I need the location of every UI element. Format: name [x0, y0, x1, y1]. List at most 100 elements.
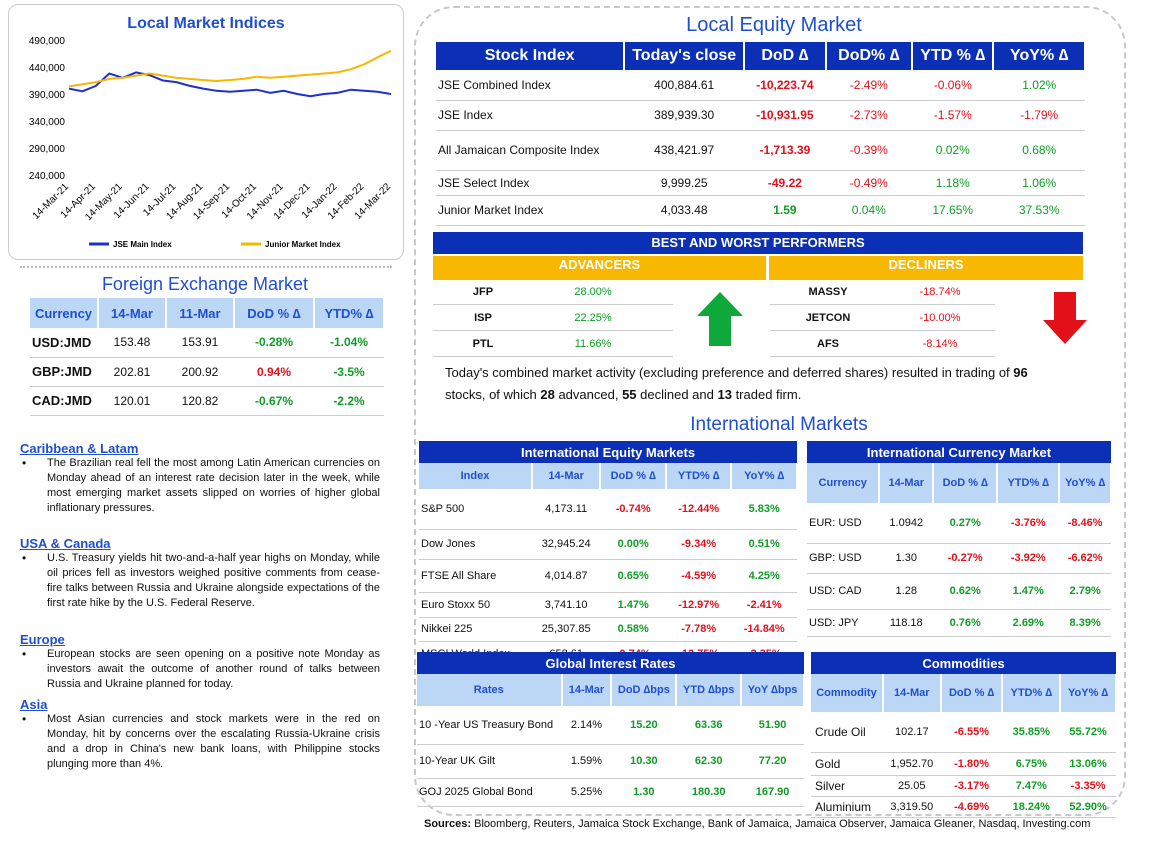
equity-change: -1.79%: [993, 100, 1085, 131]
table-cell: Nikkei 225: [419, 617, 532, 642]
table-cell: -3.35%: [1060, 775, 1116, 797]
table-cell: 1.28: [879, 573, 934, 610]
table-cell: 1.0942: [879, 503, 934, 544]
table-cell: 0.62%: [933, 573, 998, 610]
table-header: DoD ∆bps: [611, 674, 678, 706]
news-heading[interactable]: Europe: [20, 632, 65, 647]
table-cell: 13.06%: [1060, 752, 1116, 776]
table-cell: 1.30: [611, 778, 677, 807]
news-heading[interactable]: Caribbean & Latam: [20, 441, 139, 456]
table-row: Aluminium 3,319.50 -4.69% 18.24% 52.90%: [811, 796, 1116, 818]
advancer-symbol: ISP: [474, 312, 492, 324]
y-tick-label: 240,000: [29, 171, 66, 182]
news-paragraph: U.S. Treasury yields hit two-and-a-half …: [20, 551, 380, 611]
fx-header: DoD % ∆: [234, 298, 315, 328]
intl-currency-table: International Currency Market Currency 14-…: [807, 441, 1112, 637]
news-heading[interactable]: Asia: [20, 697, 48, 712]
commodities-table: Commodities Commodity 14-Mar DoD % ∆ YTD% ∆ Y…: [811, 652, 1117, 818]
table-cell: Dow Jones: [419, 529, 532, 560]
equity-close: 4,033.48: [624, 195, 745, 226]
equity-header: DoD ∆: [744, 42, 827, 70]
news-item: AsiaMost Asian currencies and stock mark…: [20, 697, 380, 772]
table-cell: USD: CAD: [807, 573, 880, 610]
equity-change: -10,931.95: [744, 100, 826, 131]
decliner-symbol: MASSY: [808, 286, 848, 298]
table-cell: -0.74%: [600, 489, 666, 530]
news-paragraph: The Brazilian real fell the most among L…: [20, 456, 380, 516]
fx-ytd: -3.5%: [314, 357, 384, 387]
equity-change: -49.22: [744, 170, 826, 196]
equity-change: 0.68%: [993, 130, 1085, 171]
interest-rates-table: Global Interest Rates Rates 14-Mar DoD ∆bps…: [417, 652, 805, 807]
y-tick-label: 390,000: [29, 90, 66, 101]
equity-header: Today's close: [624, 42, 746, 70]
table-header: YTD% ∆: [1002, 674, 1062, 712]
table-row: Nikkei 225 25,307.85 0.58% -7.78% -14.84%: [419, 617, 797, 642]
table-row: USD: CAD 1.28 0.62% 1.47% 2.79%: [807, 573, 1111, 610]
news-heading[interactable]: USA & Canada: [20, 536, 111, 551]
fx-value: 120.01: [98, 386, 166, 416]
table-header: Commodity: [811, 674, 884, 712]
table-cell: 0.58%: [600, 617, 666, 642]
table-cell: 4,014.87: [531, 559, 601, 593]
table-row: S&P 500 4,173.11 -0.74% -12.44% 5.83%: [419, 489, 797, 530]
equity-index-name: JSE Combined Index: [436, 70, 625, 101]
fx-currency: USD:JMD: [30, 328, 98, 358]
table-header: Index: [419, 463, 533, 489]
decliner-symbol: AFS: [817, 338, 839, 350]
table-cell: S&P 500: [419, 489, 532, 530]
equity-index-name: All Jamaican Composite Index: [436, 130, 625, 171]
series-line-1: [68, 49, 392, 88]
equity-change: 1.18%: [912, 170, 994, 196]
table-header: YTD% ∆: [997, 463, 1061, 503]
equity-change: -1,713.39: [744, 130, 826, 171]
equity-change: -1.57%: [912, 100, 994, 131]
equity-close: 400,884.61: [624, 70, 745, 101]
table-cell: 6.75%: [1002, 752, 1061, 776]
best-worst-header: BEST AND WORST PERFORMERS: [433, 232, 1083, 254]
table-cell: 5.25%: [561, 778, 612, 807]
line-chart: 490,000 440,000 390,000 340,000 290,000 240,0…: [29, 36, 394, 249]
table-row: 10-Year UK Gilt 1.59% 10.30 62.30 77.20: [417, 744, 804, 779]
equity-index-name: JSE Select Index: [436, 170, 625, 196]
international-markets-title: International Markets: [690, 414, 868, 435]
fx-dod: -0.28%: [234, 328, 314, 358]
fx-value: 153.48: [98, 328, 166, 358]
decliner-row: JETCON -10.00%: [770, 306, 995, 331]
decliner-row: AFS -8.14%: [770, 332, 995, 357]
decliner-pct: -10.00%: [919, 312, 961, 324]
market-summary: Today's combined market activity (exclud…: [445, 365, 1028, 402]
fx-row: GBP:JMD 202.81 200.92 0.94% -3.5%: [30, 357, 384, 387]
fx-currency: GBP:JMD: [30, 357, 98, 387]
fx-value: 200.92: [166, 357, 234, 387]
table-cell: -3.17%: [940, 775, 1003, 797]
table-cell: 10.30: [611, 744, 677, 779]
table-cell: Aluminium: [811, 796, 883, 818]
decliner-row: MASSY -18.74%: [770, 280, 995, 305]
advancer-symbol: PTL: [472, 338, 494, 350]
table-row: Gold 1,952.70 -1.80% 6.75% 13.06%: [811, 752, 1116, 776]
table-cell: -2.41%: [731, 592, 797, 618]
table-header: YoY% ∆: [731, 463, 798, 489]
advancer-symbol: JFP: [472, 286, 494, 298]
table-cell: -6.55%: [940, 712, 1003, 753]
table-cell: 1.47%: [997, 573, 1060, 610]
y-tick-label: 290,000: [29, 144, 66, 155]
fx-header: Currency: [30, 298, 99, 328]
divider: [20, 266, 392, 268]
table-row: GBP: USD 1.30 -0.27% -3.92% -6.62%: [807, 543, 1111, 574]
table-header: YoY% ∆: [1059, 463, 1112, 503]
equity-close: 438,421.97: [624, 130, 745, 171]
table-header: DoD % ∆: [933, 463, 999, 503]
series-line-0: [68, 71, 392, 98]
table-cell: 2.69%: [997, 609, 1060, 637]
advancer-pct: 28.00%: [574, 286, 612, 298]
table-cell: 10 -Year US Treasury Bond: [417, 706, 562, 745]
equity-table: Stock Index Today's close DoD ∆ DoD% ∆ YTD %…: [436, 42, 1086, 226]
table-cell: 1.59%: [561, 744, 612, 779]
table-title: International Equity Markets: [419, 441, 797, 463]
y-tick-label: 440,000: [29, 63, 66, 74]
table-cell: 52.90%: [1060, 796, 1116, 818]
table-cell: -7.78%: [665, 617, 732, 642]
table-cell: 1.47%: [600, 592, 666, 618]
